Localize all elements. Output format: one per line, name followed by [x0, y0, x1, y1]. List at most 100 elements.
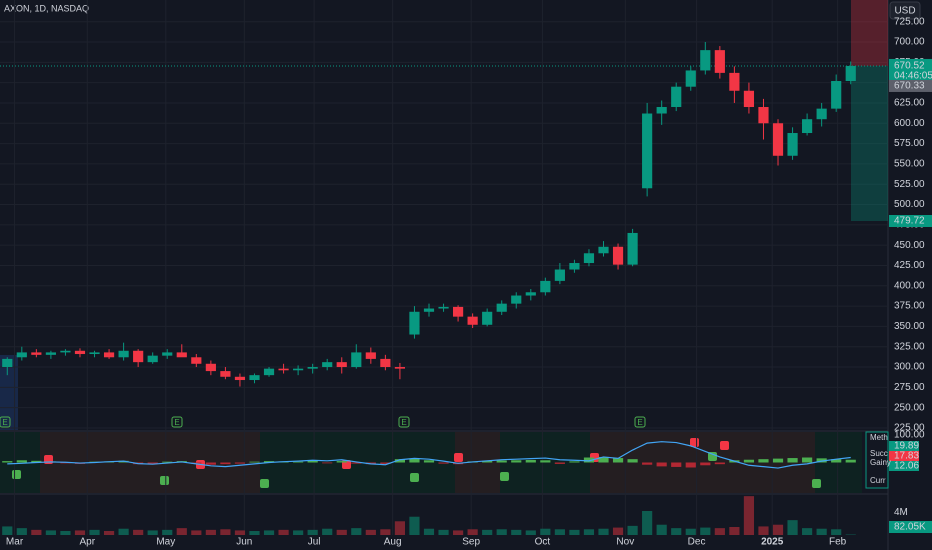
volume-bar [133, 529, 144, 535]
candle-body [758, 107, 769, 124]
candle-body [74, 350, 86, 355]
volume-bar [554, 529, 565, 535]
volume-bar [118, 528, 129, 535]
histogram-bar [351, 462, 362, 464]
histogram-bar [162, 461, 173, 463]
selection [0, 355, 18, 430]
volume-bar [758, 526, 769, 535]
indicator-legend: Succ [870, 449, 888, 458]
histogram-bar [583, 457, 595, 463]
reward-zone [851, 65, 888, 221]
volume-bar [714, 528, 725, 535]
candle-body [60, 350, 71, 353]
histogram-bar [423, 460, 435, 463]
volume-bar [482, 529, 493, 535]
histogram-bar [60, 462, 71, 464]
volume-bar [787, 520, 798, 535]
histogram-bar [627, 459, 638, 463]
y-tick-label: 575.00 [894, 138, 925, 149]
y-tick-label: 275.00 [894, 382, 925, 393]
candle-body [176, 352, 187, 358]
histogram-bar [147, 462, 158, 464]
volume-bar [452, 530, 464, 535]
y-tick-label: 450.00 [894, 240, 925, 251]
histogram-bar [787, 458, 798, 463]
candle-body [685, 70, 696, 87]
indicator-legend: Gainy [870, 458, 891, 467]
candle-body [714, 50, 725, 73]
volume-bar [656, 524, 667, 535]
candle-body [162, 352, 173, 356]
volume-bar [423, 528, 435, 535]
volume-badge-label: 82.05K [894, 522, 926, 533]
candle-body [438, 306, 449, 309]
candle-body [293, 368, 304, 371]
candle-body [278, 368, 289, 371]
indicator-badge-label: 12.06 [894, 461, 919, 472]
candle-body [772, 123, 784, 156]
candle-body [743, 90, 755, 108]
buy-signal [500, 472, 509, 481]
signals [12, 438, 821, 488]
volume-bar [569, 529, 580, 535]
buy-signal [12, 470, 21, 479]
indicator-badge [889, 461, 919, 471]
candle-body [336, 362, 347, 368]
histogram-bar [438, 462, 449, 464]
y-tick-label: 225.00 [894, 423, 925, 434]
candle-body [45, 352, 56, 355]
volume-bar [263, 530, 275, 535]
volume-bar [772, 524, 784, 535]
buy-signal [812, 479, 821, 488]
prev-price-label: 670.33 [894, 81, 925, 92]
candle-body [554, 269, 565, 281]
histogram-bar [482, 460, 493, 463]
y-tick-label: 425.00 [894, 260, 925, 271]
chart-title: AXON, 1D, NASDAQ [4, 3, 89, 13]
candle-body [569, 263, 580, 270]
candle-body [467, 316, 478, 325]
y-tick-label: 250.00 [894, 402, 925, 413]
histogram-bar [772, 458, 784, 463]
candle-body [540, 280, 551, 293]
histogram-bar [336, 461, 347, 463]
histogram-bar [598, 456, 609, 463]
volume-bar [205, 529, 216, 535]
volume-bar [671, 528, 682, 535]
currency-button[interactable] [889, 1, 921, 20]
histogram-bar [380, 462, 391, 464]
currency-label[interactable]: USD [894, 6, 915, 17]
candle-body [118, 350, 129, 358]
candle-body [816, 108, 827, 120]
volume-bar [336, 529, 347, 535]
candle-body [234, 376, 246, 381]
candle-body [671, 86, 682, 108]
histogram-bar [700, 462, 711, 466]
candle-body [191, 357, 202, 364]
sell-signal [720, 441, 729, 450]
indicator-badge [889, 451, 919, 461]
histogram-bar [2, 461, 13, 463]
volume-bar [394, 521, 406, 535]
histogram-bar [554, 462, 565, 464]
indicator-line [7, 441, 851, 469]
histogram-bar [831, 459, 842, 463]
candle-body [380, 358, 391, 368]
candle-body [365, 352, 376, 359]
x-tick-label: Aug [384, 537, 402, 548]
y-tick-label: 400.00 [894, 280, 925, 291]
x-tick-label: Dec [688, 537, 706, 548]
histogram-bar [249, 461, 260, 463]
y-tick-label: 525.00 [894, 179, 925, 190]
x-tick-label: Feb [829, 537, 847, 548]
y-tick-label: 300.00 [894, 362, 925, 373]
histogram-bar [293, 461, 304, 463]
y-tick-label: 500.00 [894, 199, 925, 210]
indicator-badge-label: 19.89 [894, 441, 919, 452]
buy-signal [260, 479, 269, 488]
volume-bar [322, 528, 333, 535]
volume-bar [89, 529, 100, 535]
volume-bar [511, 529, 522, 535]
candle-body [249, 375, 260, 381]
